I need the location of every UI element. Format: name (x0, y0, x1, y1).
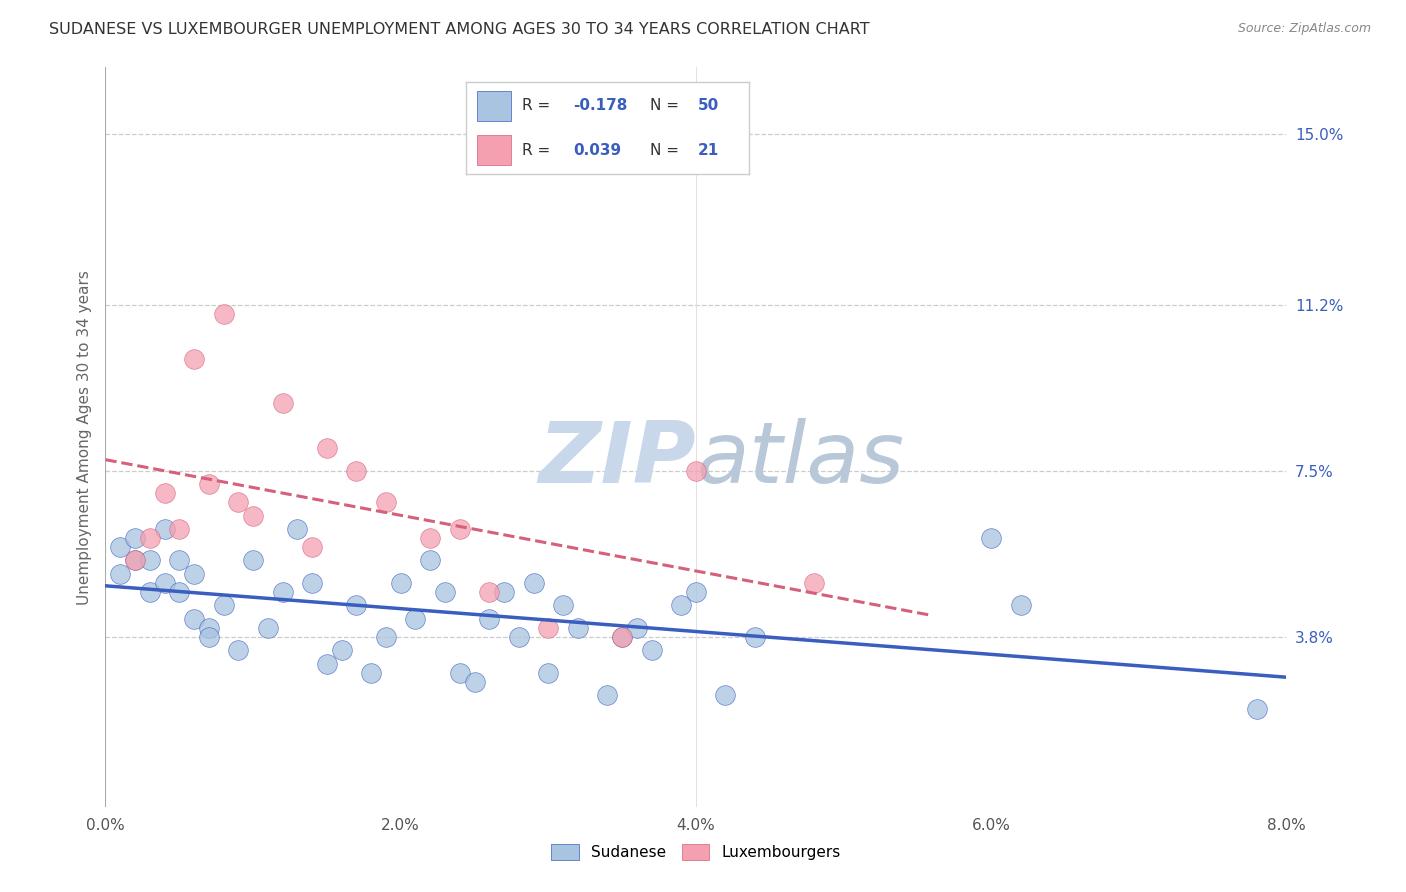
Point (271, 396, 294, 410)
Point (523, 575, 546, 590)
Point (153, 575, 176, 590)
Point (714, 688, 737, 702)
Point (138, 553, 162, 567)
Point (419, 553, 441, 567)
Point (405, 612, 427, 626)
Point (537, 621, 560, 635)
Point (641, 643, 664, 657)
Point (228, 495, 250, 509)
Point (242, 508, 264, 523)
Point (449, 522, 471, 536)
Point (449, 665, 471, 680)
Point (315, 657, 337, 671)
Point (671, 599, 693, 613)
Point (242, 553, 264, 567)
Point (257, 621, 280, 635)
Point (301, 575, 323, 590)
Point (346, 464, 368, 478)
Point (685, 585, 707, 599)
Point (183, 351, 205, 366)
Point (138, 531, 162, 545)
Text: Source: ZipAtlas.com: Source: ZipAtlas.com (1237, 22, 1371, 36)
Point (138, 585, 162, 599)
Text: SUDANESE VS LUXEMBOURGER UNEMPLOYMENT AMONG AGES 30 TO 34 YEARS CORRELATION CHAR: SUDANESE VS LUXEMBOURGER UNEMPLOYMENT AM… (49, 22, 870, 37)
Point (301, 540, 323, 554)
Point (197, 621, 219, 635)
Legend: Sudanese, Luxembourgers: Sudanese, Luxembourgers (546, 838, 846, 866)
Point (110, 540, 132, 554)
Point (478, 612, 501, 626)
Point (374, 630, 398, 644)
Y-axis label: Unemployment Among Ages 30 to 34 years: Unemployment Among Ages 30 to 34 years (76, 269, 91, 605)
Point (626, 621, 648, 635)
Point (346, 599, 368, 613)
Point (169, 585, 191, 599)
Point (360, 665, 382, 680)
Point (419, 531, 441, 545)
Point (980, 531, 1002, 545)
Point (1010, 599, 1032, 613)
Point (197, 477, 219, 491)
Point (374, 495, 398, 509)
Point (212, 599, 235, 613)
Point (183, 566, 205, 581)
Point (212, 307, 235, 321)
Point (508, 630, 530, 644)
Point (389, 575, 412, 590)
Point (685, 464, 707, 478)
Point (110, 566, 132, 581)
Point (553, 599, 575, 613)
Point (197, 630, 219, 644)
Point (478, 585, 501, 599)
Point (124, 553, 146, 567)
Point (596, 688, 619, 702)
Point (153, 486, 176, 500)
Point (1246, 701, 1268, 715)
Point (169, 553, 191, 567)
Point (169, 522, 191, 536)
Point (183, 612, 205, 626)
Point (124, 531, 146, 545)
Point (612, 630, 634, 644)
Point (330, 643, 353, 657)
Point (567, 621, 589, 635)
Text: atlas: atlas (696, 417, 904, 500)
Point (537, 665, 560, 680)
Point (124, 553, 146, 567)
Point (433, 585, 456, 599)
Point (153, 522, 176, 536)
Point (803, 575, 825, 590)
Point (315, 442, 337, 456)
Point (492, 585, 515, 599)
Point (612, 630, 634, 644)
Point (464, 674, 486, 689)
Text: ZIP: ZIP (538, 417, 696, 500)
Point (228, 643, 250, 657)
Point (271, 585, 294, 599)
Point (287, 522, 309, 536)
Point (744, 630, 766, 644)
